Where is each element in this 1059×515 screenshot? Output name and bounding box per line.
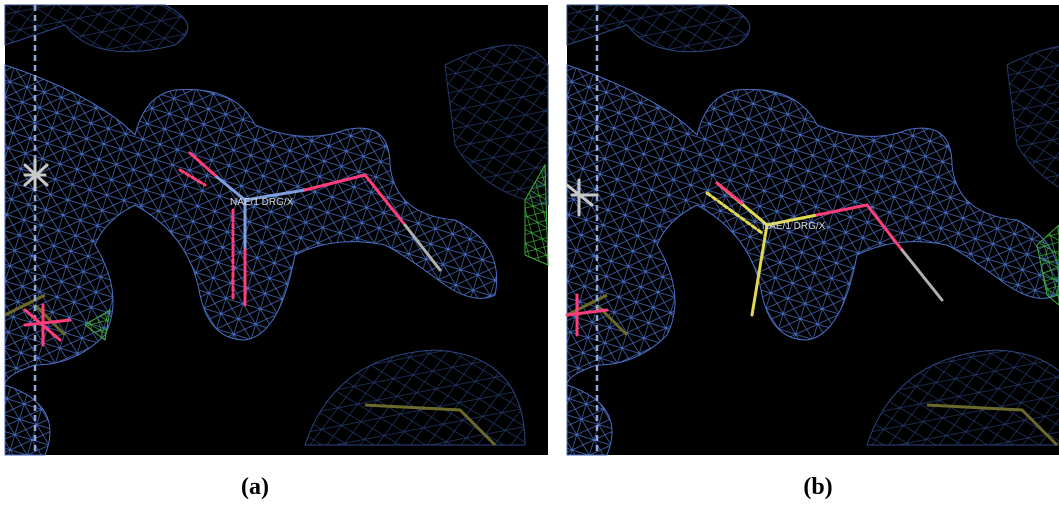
atom-label: NAE/1 DRG/X: [762, 221, 826, 232]
panel-a: NAE/1 DRG/X: [5, 5, 548, 455]
panel-label: (a): [205, 474, 305, 501]
atom-label: NAE/1 DRG/X: [230, 197, 294, 208]
figure: NAE/1 DRG/X NAE/1 DRG/X (a) (b): [0, 0, 1059, 515]
panel-b: NAE/1 DRG/X: [567, 5, 1059, 455]
panels: NAE/1 DRG/X NAE/1 DRG/X: [0, 0, 1059, 460]
panel-label: (b): [768, 474, 868, 501]
